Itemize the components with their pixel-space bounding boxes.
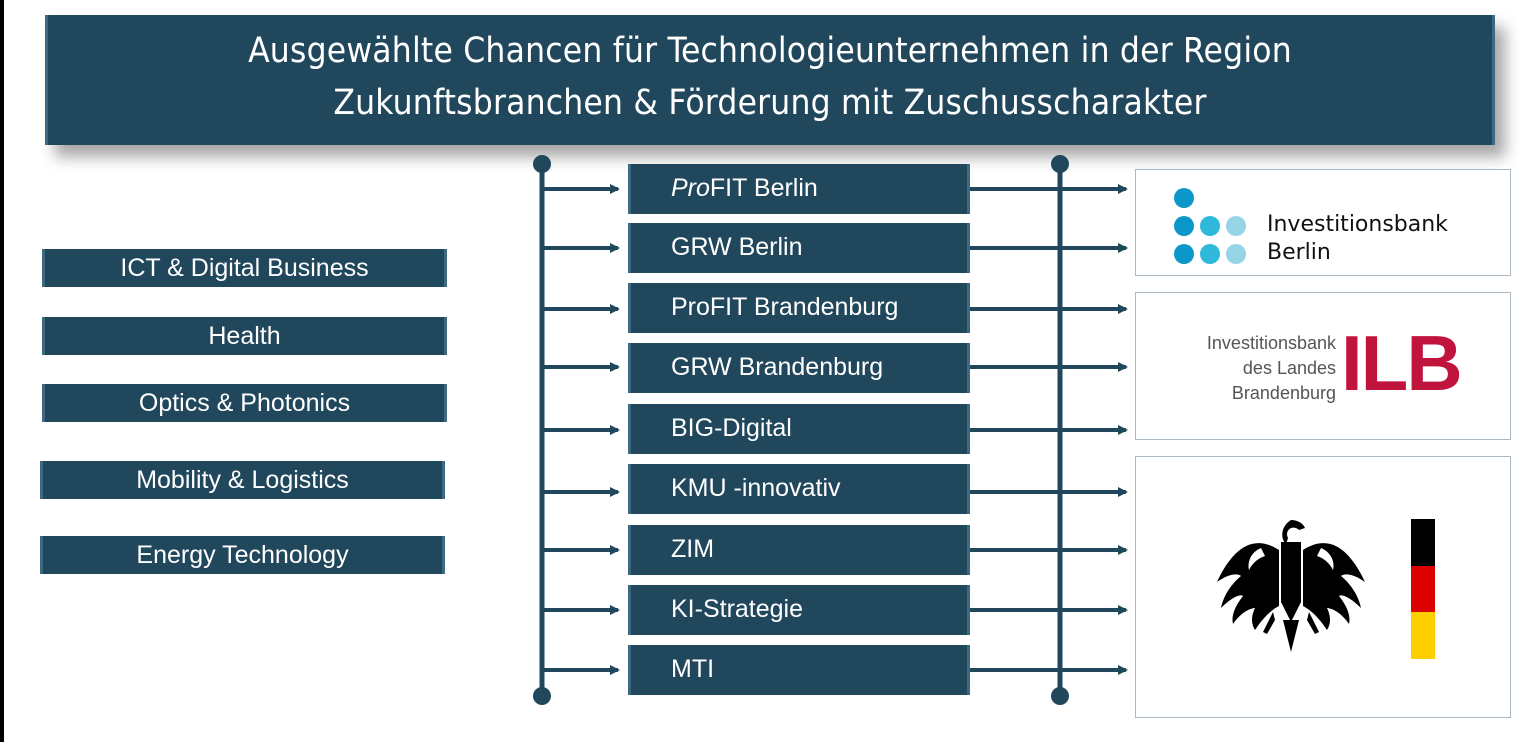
title-banner: Ausgewählte Chancen für Technologieunter… bbox=[45, 15, 1495, 145]
title-line-1: Ausgewählte Chancen für Technologieunter… bbox=[248, 31, 1292, 71]
sector-ict: ICT & Digital Business bbox=[42, 249, 447, 287]
ibb-dot-icon bbox=[1200, 244, 1220, 264]
program-label-italic: Pro bbox=[671, 174, 710, 202]
program-grw-brandenburg: GRW Brandenburg bbox=[628, 343, 970, 393]
ibb-dot-icon bbox=[1174, 216, 1194, 236]
sector-energy: Energy Technology bbox=[40, 536, 445, 574]
ilb-name-line1: Investitionsbank bbox=[1206, 333, 1336, 353]
ilb-name-line2: des Landes bbox=[1242, 358, 1336, 378]
program-big-digital: BIG-Digital bbox=[628, 404, 970, 454]
left-edge-bar bbox=[0, 0, 4, 742]
ilb-name: Investitionsbank des Landes Brandenburg bbox=[1156, 331, 1336, 406]
title-line-2: Zukunftsbranchen & Förderung mit Zuschus… bbox=[333, 83, 1207, 123]
program-profit-brandenburg: ProFIT Brandenburg bbox=[628, 283, 970, 333]
ilb-wordmark: ILB bbox=[1341, 319, 1463, 407]
ibb-logo: Investitionsbank Berlin bbox=[1135, 169, 1511, 276]
program-grw-berlin: GRW Berlin bbox=[628, 223, 970, 273]
sector-optics: Optics & Photonics bbox=[42, 384, 447, 422]
sector-health: Health bbox=[42, 317, 447, 355]
program-mti: MTI bbox=[628, 645, 970, 695]
program-ki-strategie: KI-Strategie bbox=[628, 585, 970, 635]
german-flag-bar bbox=[1411, 519, 1435, 659]
ilb-logo: Investitionsbank des Landes Brandenburg … bbox=[1135, 292, 1511, 440]
ibb-dot-icon bbox=[1174, 188, 1194, 208]
ilb-name-line3: Brandenburg bbox=[1231, 383, 1336, 403]
ibb-name-line1: Investitionsbank bbox=[1267, 212, 1448, 237]
ibb-dot-icon bbox=[1226, 244, 1246, 264]
federal-eagle-icon bbox=[1217, 520, 1365, 652]
ibb-dot-icon bbox=[1174, 244, 1194, 264]
program-zim: ZIM bbox=[628, 525, 970, 575]
program-kmu-innovativ: KMU -innovativ bbox=[628, 464, 970, 514]
ibb-name-line2: Berlin bbox=[1267, 240, 1331, 265]
sector-mobility: Mobility & Logistics bbox=[40, 461, 445, 499]
ibb-dot-icon bbox=[1200, 216, 1220, 236]
program-profit-berlin: ProFIT Berlin bbox=[628, 164, 970, 214]
ibb-dot-icon bbox=[1226, 216, 1246, 236]
federal-government-logo bbox=[1135, 456, 1511, 718]
program-label: FIT Berlin bbox=[709, 174, 818, 202]
